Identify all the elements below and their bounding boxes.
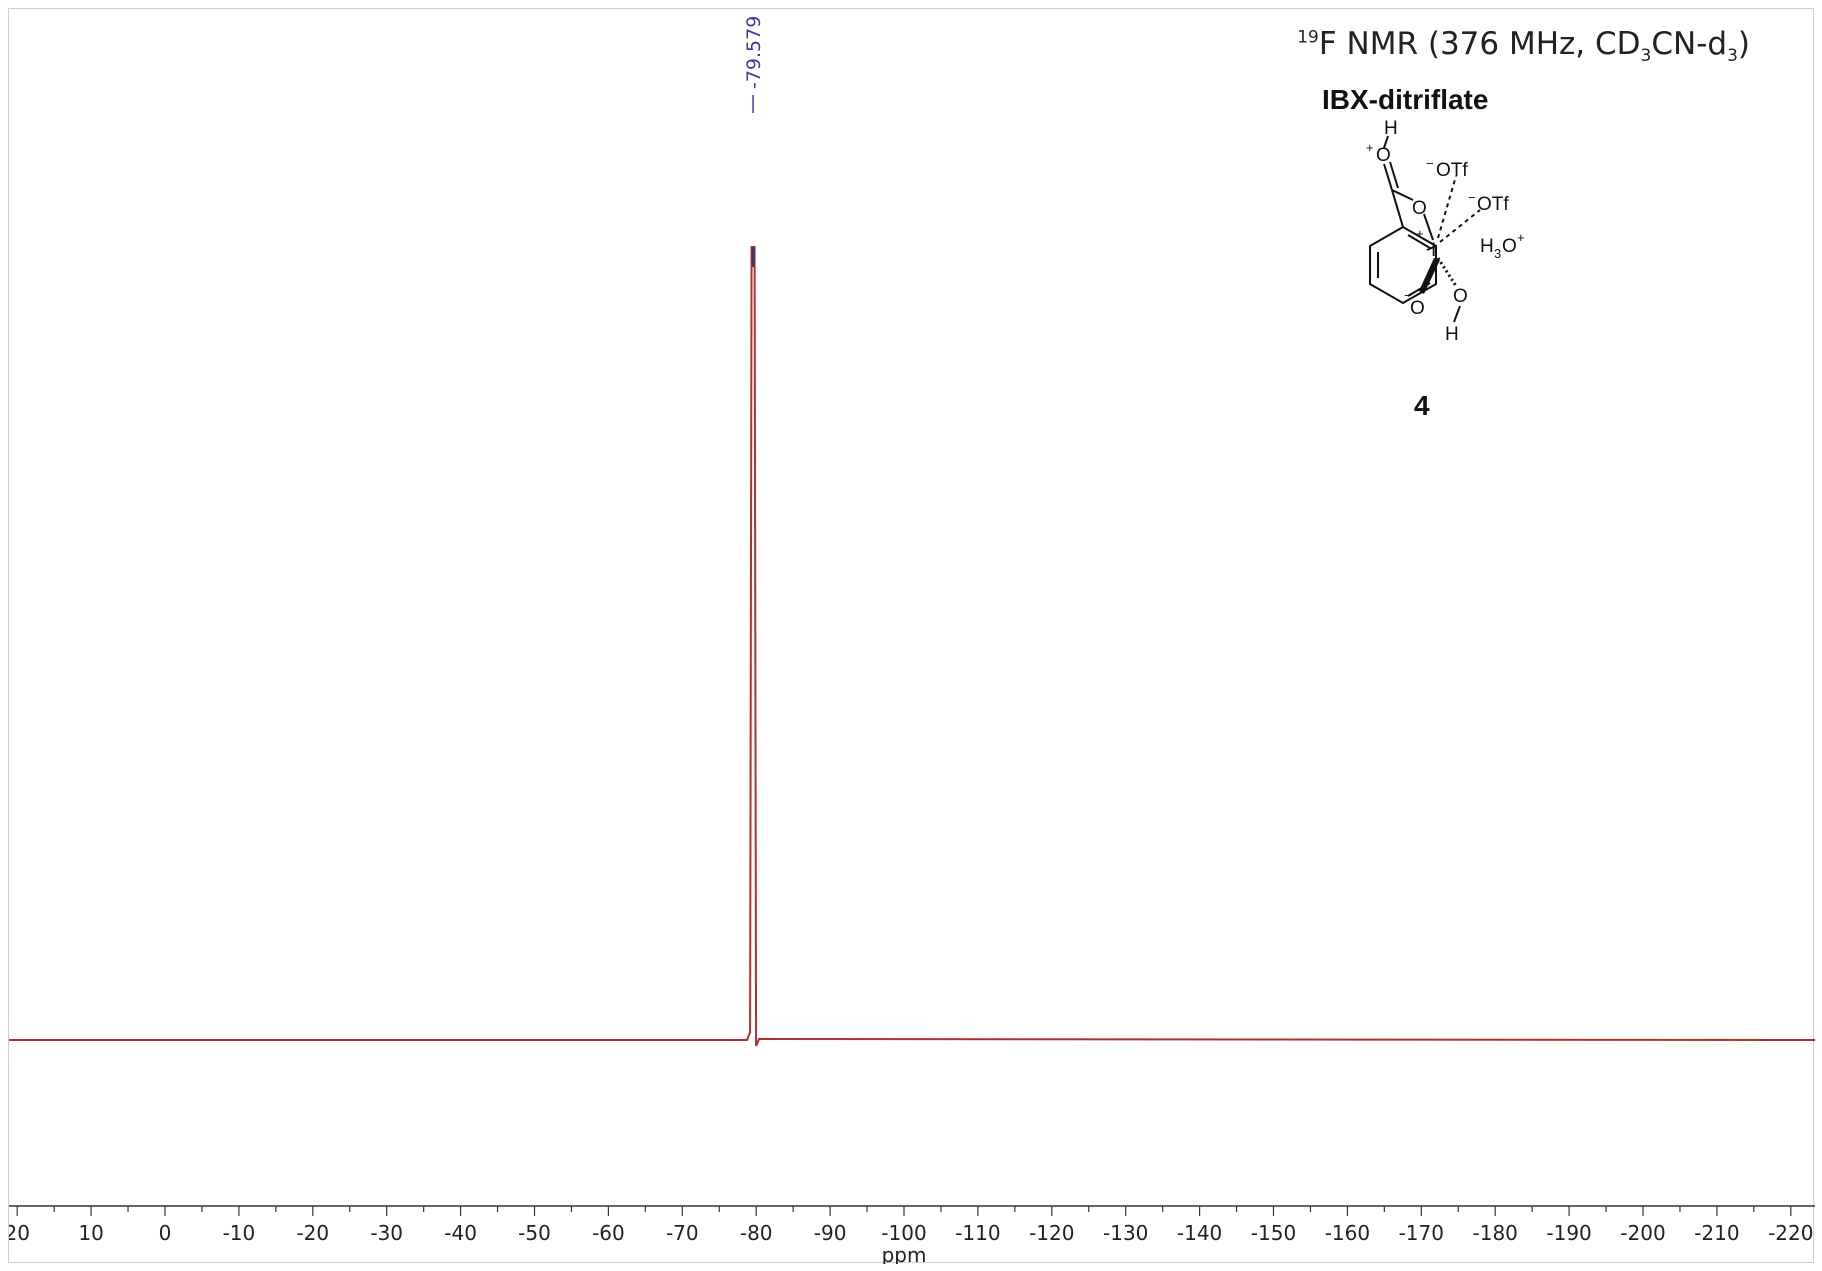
x-tick-label: -100: [881, 1221, 926, 1245]
otf-2-label: OTf: [1477, 194, 1509, 215]
x-tick-label: -120: [1029, 1221, 1074, 1245]
x-tick-label: -190: [1546, 1221, 1591, 1245]
bond-ring-o-iodine: [1423, 213, 1434, 241]
wedge-bond-oxide: [1419, 258, 1440, 294]
bond-o-h-bottom: [1453, 305, 1461, 323]
ring-double-bond-2: [1407, 234, 1431, 249]
title-sub-2: 3: [1727, 46, 1738, 67]
x-tick-label: -130: [1103, 1221, 1148, 1245]
x-tick-label: -10: [223, 1221, 256, 1245]
hydronium-o-label: O: [1502, 236, 1517, 257]
x-tick-label: -50: [518, 1221, 551, 1245]
x-tick-label: -210: [1694, 1221, 1739, 1245]
peak-labels: -79.579: [743, 16, 765, 113]
benzene-ring: [1369, 225, 1437, 305]
x-axis: 20 10 0 -10 -20 -30 -40 -50 -60 -70 -80 -90 -100 -110…: [9, 1205, 1815, 1245]
x-tick-label: -80: [740, 1221, 773, 1245]
iodine-label: I: [1431, 240, 1436, 261]
x-tick-label: -30: [370, 1221, 403, 1245]
title-main: F NMR (376 MHz, CD: [1318, 26, 1641, 62]
oxygen-hydroxyl-label: O: [1453, 286, 1468, 307]
x-tick-label: -40: [444, 1221, 477, 1245]
x-tick-label: 0: [159, 1221, 172, 1245]
x-tick-label: -180: [1473, 1221, 1518, 1245]
hydrogen-bottom-label: H: [1445, 324, 1459, 345]
bond-iodine-otf-1: [1437, 175, 1457, 239]
x-tick-label: -60: [592, 1221, 625, 1245]
hydronium-sub-label: 3: [1494, 246, 1501, 261]
x-tick-label: -90: [814, 1221, 847, 1245]
x-tick-label: -160: [1325, 1221, 1370, 1245]
bond-iodine-otf-2: [1439, 209, 1481, 243]
hydronium-sup-label: +: [1517, 230, 1525, 245]
otf-1-label: OTf: [1436, 160, 1468, 181]
title-end: ): [1737, 26, 1750, 62]
bond-carbonyl-o-2: [1389, 161, 1399, 189]
bond-o-h-top: [1383, 135, 1389, 149]
bond-iodine-oh: [1436, 257, 1458, 287]
minus-oxide: −: [1404, 288, 1412, 303]
x-tick-label: -150: [1251, 1221, 1296, 1245]
bond-ring-iodine: [1426, 245, 1437, 251]
title-mid: CN-d: [1651, 26, 1728, 62]
x-tick-label: 10: [78, 1221, 103, 1245]
spectrum-frame: 20 10 0 -10 -20 -30 -40 -50 -60 -70 -80 -90 -100 -110…: [8, 8, 1815, 1264]
bond-carbonyl-ring-o: [1391, 189, 1414, 201]
peak-label: -79.579: [743, 16, 765, 89]
oxygen-oxide-label: O: [1410, 298, 1425, 319]
iodine-charge-label: +: [1416, 226, 1424, 241]
x-tick-label: -70: [666, 1221, 699, 1245]
x-tick-label: 20: [9, 1221, 30, 1245]
plus-top-label: +: [1366, 140, 1374, 155]
oxygen-carbonyl-label: O: [1376, 145, 1391, 166]
hydronium-h-label: H: [1480, 236, 1494, 257]
title-sub-1: 3: [1640, 46, 1652, 67]
chart-title: 19F NMR (376 MHz, CD3CN-d3): [1297, 26, 1750, 66]
minus-otf-1: −: [1426, 156, 1434, 171]
x-tick-label: -220: [1768, 1221, 1813, 1245]
x-tick-label: -110: [955, 1221, 1000, 1245]
x-tick-label: -200: [1620, 1221, 1665, 1245]
x-tick-label: -20: [296, 1221, 329, 1245]
molecule-structure: H + O O − OTf − OTf + I H 3 O + − O O H: [1366, 118, 1525, 345]
minus-otf-2: −: [1468, 190, 1476, 205]
x-axis-label: ppm: [882, 1243, 927, 1264]
bond-carbonyl-o-1: [1383, 163, 1393, 191]
nmr-spectrum-chart: 20 10 0 -10 -20 -30 -40 -50 -60 -70 -80 -90 -100 -110…: [9, 16, 1815, 1264]
x-tick-label: -140: [1177, 1221, 1222, 1245]
spectrum-trace: [9, 246, 1815, 1047]
title-isotope: 19: [1297, 27, 1319, 48]
compound-number: 4: [1414, 390, 1430, 421]
x-tick-label: -170: [1399, 1221, 1444, 1245]
oxygen-ring-label: O: [1412, 198, 1427, 219]
bond-ring-carbonyl: [1391, 189, 1404, 228]
hydrogen-top-label: H: [1384, 118, 1398, 139]
compound-name: IBX-ditriflate: [1322, 84, 1489, 115]
